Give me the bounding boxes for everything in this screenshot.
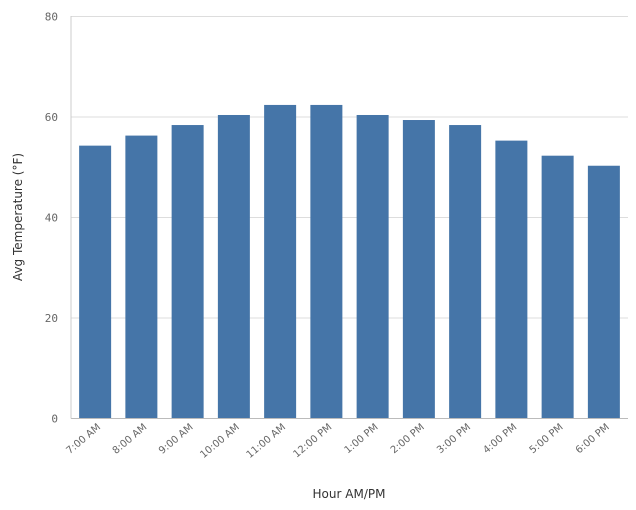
y-tick-label: 20 bbox=[45, 312, 58, 325]
x-tick-label: 11:00 AM bbox=[245, 422, 288, 461]
bar[interactable] bbox=[125, 135, 158, 419]
bar[interactable] bbox=[171, 125, 204, 419]
x-tick-label: 6:00 PM bbox=[574, 422, 612, 456]
x-tick-label: 9:00 AM bbox=[157, 422, 196, 457]
y-tick-label: 40 bbox=[45, 212, 58, 225]
bar[interactable] bbox=[356, 114, 389, 419]
bar[interactable] bbox=[449, 125, 482, 419]
bar[interactable] bbox=[587, 165, 620, 419]
y-tick-label: 0 bbox=[51, 413, 58, 426]
y-tick-label: 80 bbox=[45, 11, 58, 24]
bar[interactable] bbox=[264, 104, 297, 419]
x-tick-label: 5:00 PM bbox=[528, 422, 566, 456]
x-tick-label: 1:00 PM bbox=[343, 422, 381, 456]
x-axis-label: Hour AM/PM bbox=[313, 487, 386, 501]
y-axis-label: Avg Temperature (°F) bbox=[11, 153, 25, 281]
bar[interactable] bbox=[217, 114, 250, 419]
x-tick-label: 10:00 AM bbox=[198, 422, 241, 461]
x-tick-label: 8:00 AM bbox=[111, 422, 150, 457]
bar[interactable] bbox=[402, 120, 435, 419]
x-tick-label: 2:00 PM bbox=[389, 422, 427, 456]
x-tick-label: 12:00 PM bbox=[291, 422, 334, 460]
x-tick-label: 4:00 PM bbox=[481, 422, 519, 456]
bar[interactable] bbox=[541, 155, 574, 419]
x-tick-label: 3:00 PM bbox=[435, 422, 473, 456]
x-tick-label: 7:00 AM bbox=[64, 422, 103, 457]
bar[interactable] bbox=[495, 140, 528, 419]
y-tick-label: 60 bbox=[45, 111, 58, 124]
bar[interactable] bbox=[310, 104, 343, 419]
bar[interactable] bbox=[79, 145, 112, 419]
